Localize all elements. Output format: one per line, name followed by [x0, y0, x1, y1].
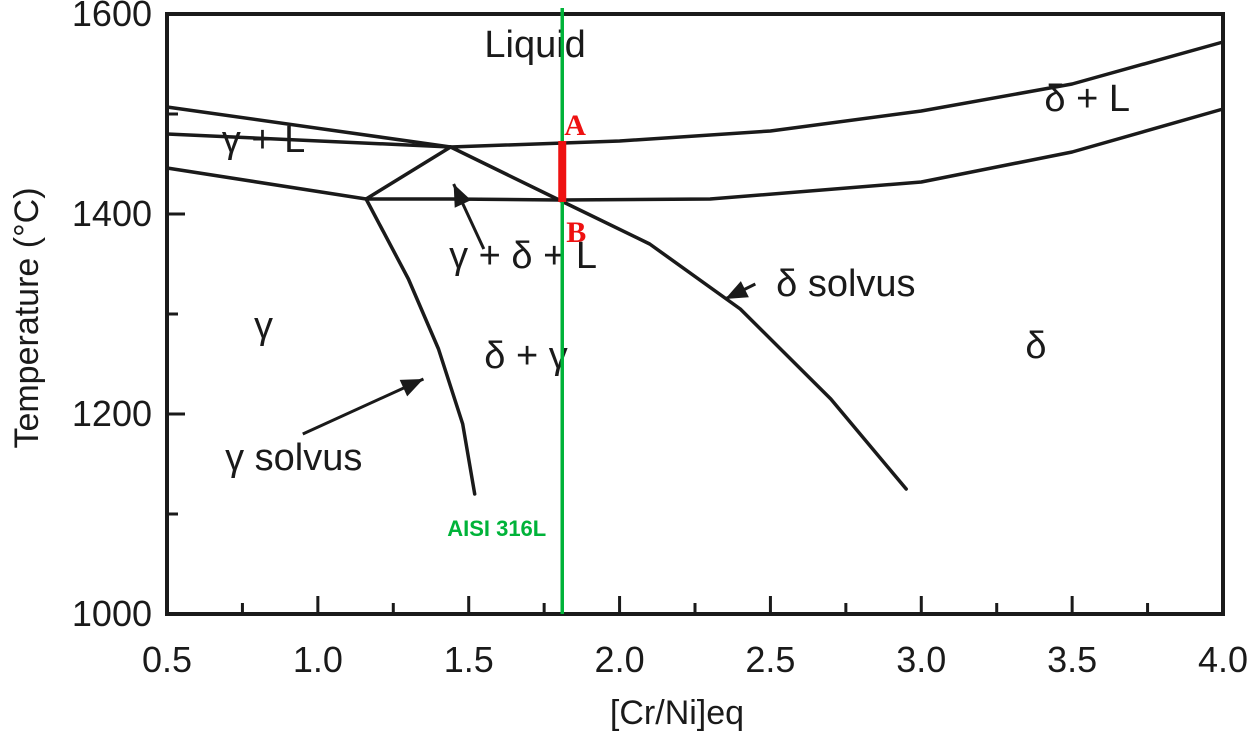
arrow-head-1	[453, 184, 472, 208]
region-label: γ	[254, 305, 273, 347]
phase-boundaries	[165, 40, 1225, 496]
region-label: γ + δ + L	[449, 235, 597, 277]
x-axis-ticks: 0.5 1.0 1.5 2.0 2.5 3.0 3.5 4.0	[142, 596, 1248, 680]
pointer-arrows	[302, 183, 757, 436]
point-a-label: A	[564, 109, 586, 142]
phase-boundary-7	[364, 197, 477, 496]
x-tick-label: 4.0	[1198, 639, 1248, 680]
x-tick-label: 3.5	[1047, 639, 1097, 680]
x-axis-title: [Cr/Ni]eq	[610, 694, 744, 732]
region-label: γ + L	[222, 119, 305, 161]
x-tick-label: 3.0	[896, 639, 946, 680]
x-tick-label: 0.5	[142, 639, 192, 680]
y-tick-label: 1000	[72, 593, 152, 634]
region-label: Liquid	[484, 24, 585, 66]
y-tick-label: 1200	[72, 393, 152, 434]
x-tick-label: 1.5	[444, 639, 494, 680]
region-label: δ + L	[1044, 78, 1130, 120]
phase-boundary-8	[557, 198, 908, 491]
point-b-label: B	[566, 216, 586, 249]
phase-boundary-5	[364, 197, 561, 202]
phase-boundary-3	[448, 107, 1225, 202]
aisi-316l-label: AISI 316L	[447, 516, 546, 541]
y-axis-title: Temperature (°C)	[8, 187, 46, 448]
arrow-head-3	[399, 379, 424, 397]
y-tick-label: 1400	[72, 193, 152, 234]
arrow-shaft-3	[302, 377, 425, 436]
y-axis-ticks: 1000 1200 1400 1600	[72, 0, 185, 634]
x-tick-label: 2.5	[745, 639, 795, 680]
region-label: δ + γ	[484, 335, 567, 377]
region-label: δ	[1025, 325, 1046, 367]
phase-boundary-2	[165, 132, 453, 149]
region-label: δ solvus	[776, 263, 915, 305]
phase-region-labels: Liquid δ + L γ + L γ + δ + L δ solvus γ δ + γ δ…	[222, 24, 1130, 479]
region-label: γ solvus	[225, 437, 362, 479]
x-tick-label: 2.0	[595, 639, 645, 680]
y-tick-label: 1600	[72, 0, 152, 34]
phase-boundary-4	[364, 145, 453, 201]
arrow-head-2	[725, 281, 749, 299]
x-tick-label: 1.0	[293, 639, 343, 680]
phase-boundary-6	[165, 166, 368, 201]
